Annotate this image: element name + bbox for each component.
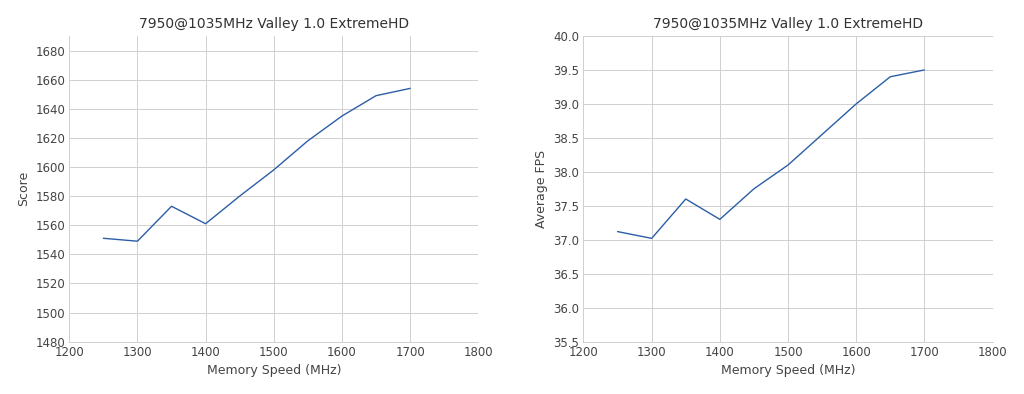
Y-axis label: Average FPS: Average FPS [535, 150, 548, 228]
Y-axis label: Score: Score [16, 171, 30, 206]
X-axis label: Memory Speed (MHz): Memory Speed (MHz) [207, 364, 341, 377]
X-axis label: Memory Speed (MHz): Memory Speed (MHz) [721, 364, 855, 377]
Title: 7950@1035MHz Valley 1.0 ExtremeHD: 7950@1035MHz Valley 1.0 ExtremeHD [653, 17, 923, 31]
Title: 7950@1035MHz Valley 1.0 ExtremeHD: 7950@1035MHz Valley 1.0 ExtremeHD [138, 17, 409, 31]
